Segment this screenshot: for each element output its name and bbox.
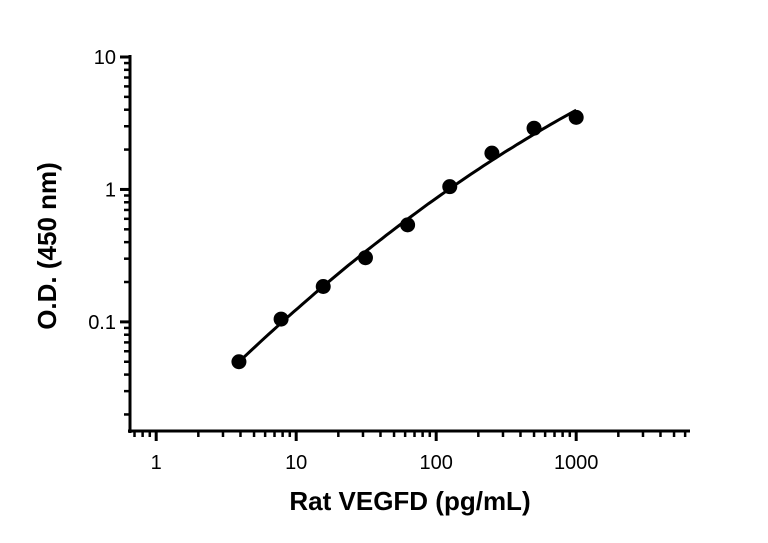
axes xyxy=(120,55,690,441)
data-point xyxy=(442,179,458,195)
data-point xyxy=(400,217,416,233)
data-point xyxy=(231,354,247,370)
x-tick-label: 1000 xyxy=(554,452,599,474)
data-point xyxy=(484,145,500,161)
y-axis-label: O.D. (450 nm) xyxy=(32,162,62,330)
data-point xyxy=(526,120,542,136)
x-tick-label: 10 xyxy=(285,452,307,474)
x-tick-label: 1 xyxy=(151,452,162,474)
fit-curve-group xyxy=(237,108,577,363)
x-axis-label: Rat VEGFD (pg/mL) xyxy=(289,486,530,516)
data-point xyxy=(357,250,373,266)
fit-curve xyxy=(237,108,577,363)
data-point xyxy=(568,109,584,125)
tick-labels: 0.1 1 10 1 10 100 1000 xyxy=(88,47,598,474)
y-tick-label: 1 xyxy=(105,179,116,201)
x-tick-label: 100 xyxy=(420,452,453,474)
data-point xyxy=(273,311,289,327)
y-tick-label: 10 xyxy=(94,47,116,69)
data-point xyxy=(315,278,331,294)
data-points xyxy=(231,109,584,370)
y-tick-label: 0.1 xyxy=(88,312,116,334)
